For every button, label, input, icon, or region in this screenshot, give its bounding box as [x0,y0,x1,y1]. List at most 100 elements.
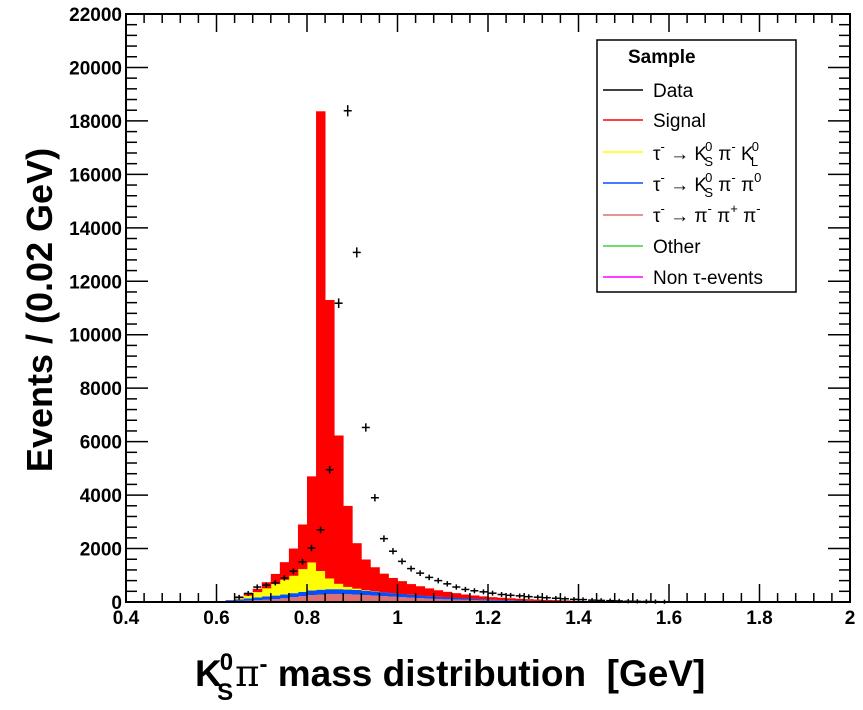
data-point [461,586,470,593]
data-point [325,465,334,474]
bar-signal-13 [334,435,344,584]
data-point [434,577,443,584]
x-tick-label: 0.4 [113,608,140,629]
data-point [370,494,379,502]
data-point [235,594,244,600]
y-tick-label: 14000 [69,219,122,240]
bar---24 [433,598,444,602]
bar-signal-7 [279,562,290,580]
x-tick-label: 0.8 [294,608,320,629]
bar---18 [379,596,389,602]
bar--k-s--29 [478,599,489,601]
bar--k-s--11 [316,589,326,595]
bar--k-s--8 [288,593,299,598]
bar---23 [424,598,435,602]
data-point [416,570,425,577]
stacked-histogram-bars [216,111,724,602]
data-point [470,588,479,594]
bar--k-s--26 [451,597,462,600]
bar-signal-10 [307,476,317,563]
bar--k-s-k-l-10 [307,562,317,591]
bar-signal-18 [379,573,389,593]
y-tick-label: 8000 [80,379,122,400]
y-tick-label: 2000 [80,540,122,561]
bar--k-s--12 [325,589,335,594]
bar-signal-31 [497,597,507,600]
y-tick-label: 18000 [69,112,122,133]
bar-signal-25 [442,591,453,598]
y-tick-label: 10000 [69,326,122,347]
bar---16 [361,595,371,602]
bar--k-s--4 [252,597,263,601]
bar-signal-12 [325,299,335,579]
bar-signal-21 [406,584,416,595]
data-point [407,565,416,572]
bar--k-s--7 [279,594,290,599]
bar---25 [442,599,453,602]
y-tick-label: 22000 [69,5,122,26]
bar--k-s--9 [297,591,308,597]
x-axis-title: K0 Sπ- mass distribution [GeV] [195,649,705,706]
bar--k-s--31 [497,600,507,601]
bar---11 [316,594,326,602]
bar--k-s--32 [506,600,516,601]
bar--k-s--24 [433,596,444,599]
bar---14 [343,594,353,602]
y-tick-label: 12000 [69,272,122,293]
bar--k-s--22 [415,595,426,599]
data-point [515,593,524,599]
bar--k-s-k-l-5 [261,588,272,597]
data-point [289,568,298,575]
bar--k-s-k-l-8 [288,575,299,594]
bar--k-s-k-l-14 [343,586,353,590]
legend-label-other: Other [653,237,701,258]
data-point [569,597,578,602]
bar---17 [370,595,380,602]
bar-signal-9 [297,524,308,570]
x-tick-label: 1.2 [475,608,501,629]
bar--k-s-k-l-11 [316,571,326,590]
bar-signal-23 [424,588,435,597]
bar--k-s-k-l-4 [252,592,263,598]
bar--k-s--13 [334,589,344,594]
bar--k-s--20 [397,593,407,598]
bar--k-s-k-l-6 [270,584,281,596]
y-axis-ticks: 0 2000 4000 6000 8000 10000 12000 14000 16000 180… [69,5,850,614]
data-point [334,298,343,309]
bar-signal-33 [515,598,525,601]
bar--k-s--33 [515,600,525,602]
bar-signal-30 [488,597,498,600]
bar--k-s--16 [361,590,371,596]
x-tick-label: 0.6 [203,608,229,629]
y-tick-label: 0 [111,593,122,614]
bar--k-s--19 [388,593,398,597]
bar--k-s-k-l-9 [297,569,308,592]
data-point [316,526,325,534]
x-tick-label: 2 [845,608,856,629]
x-tick-label: 1.8 [746,608,772,629]
bar--k-s--23 [424,596,435,599]
y-tick-label: 6000 [80,433,122,454]
bar--k-s--10 [307,590,317,596]
legend-title: Sample [628,47,696,68]
bar---20 [397,597,407,602]
bar-signal-26 [451,593,462,598]
bar---9 [297,596,308,602]
data-point [551,595,560,601]
bar-signal-6 [270,573,281,585]
legend: Sample Data Signal τ- → K0 S π- K0 L τ- → … [596,39,797,293]
data-point [479,589,488,595]
data-point [533,594,542,600]
bar-signal-37 [551,600,561,602]
bar--k-s--17 [370,591,380,596]
y-tick-label: 20000 [69,58,122,79]
bar-signal-27 [460,594,471,599]
y-axis-title: Events / (0.02 GeV) [19,148,60,472]
bar-signal-34 [524,599,534,601]
bar--k-s-k-l-3 [243,595,254,599]
bar---6 [270,599,281,602]
data-point [488,590,497,596]
bar---8 [288,597,299,602]
bar--k-s--14 [343,589,353,595]
